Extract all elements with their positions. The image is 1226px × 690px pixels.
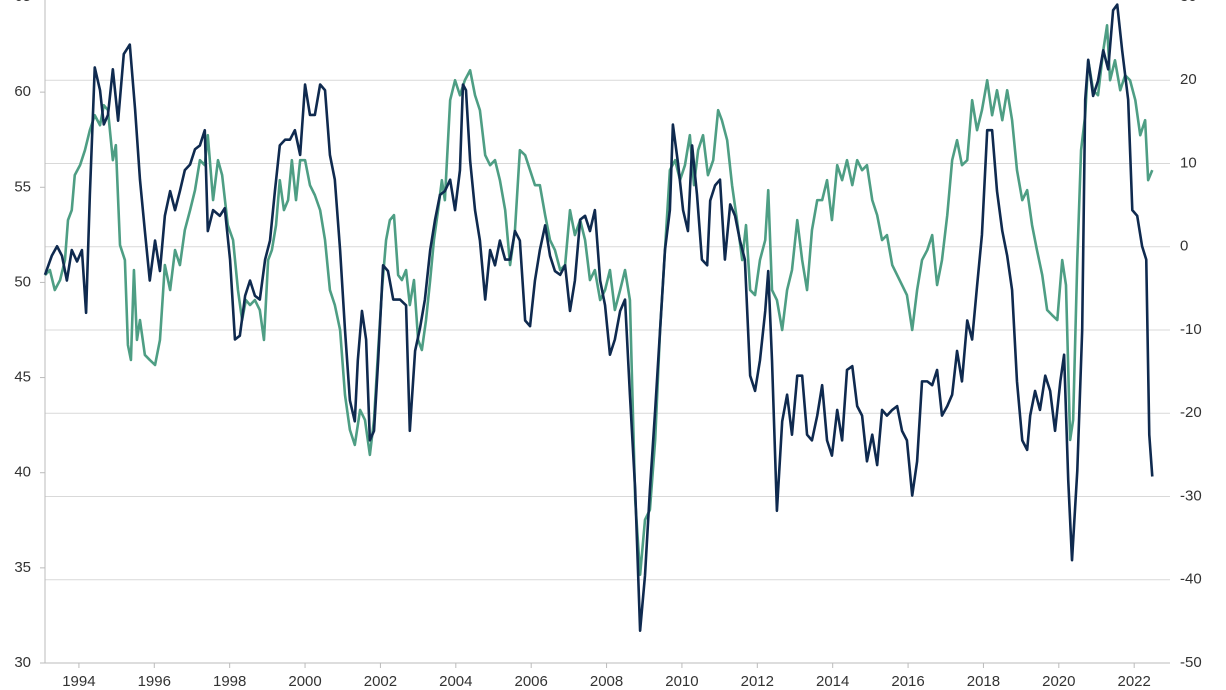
x-tick-label: 2014 — [816, 673, 849, 690]
x-tick-label: 2022 — [1118, 673, 1151, 690]
y2-tick-label: 20 — [1180, 71, 1197, 88]
line-series — [43, 3, 1154, 632]
y2-tick-label: -20 — [1180, 404, 1202, 421]
y2-tick-label: 30 — [1180, 0, 1197, 5]
y2-tick-label: -40 — [1180, 571, 1202, 588]
x-tick-label: 2020 — [1042, 673, 1075, 690]
y2-tick-label: 10 — [1180, 154, 1197, 171]
y-tick-label: 40 — [14, 464, 31, 481]
y-tick-label: 65 — [14, 0, 31, 5]
x-tick-label: 2016 — [891, 673, 924, 690]
x-tick-label: 2012 — [741, 673, 774, 690]
x-tick-label: 2006 — [514, 673, 547, 690]
y2-tick-label: 0 — [1180, 238, 1188, 255]
x-tick-label: 2018 — [967, 673, 1000, 690]
y2-tick-label: -30 — [1180, 487, 1202, 504]
x-tick-label: 1996 — [138, 673, 171, 690]
x-tick-label: 2010 — [665, 673, 698, 690]
x-tick-label: 2008 — [590, 673, 623, 690]
y-tick-label: 55 — [14, 178, 31, 195]
line-series — [44, 24, 1154, 577]
y-tick-label: 30 — [14, 654, 31, 671]
x-tick-label: 2002 — [364, 673, 397, 690]
y-tick-label: 45 — [14, 369, 31, 386]
y-tick-label: 35 — [14, 559, 31, 576]
x-tick-label: 2000 — [288, 673, 321, 690]
x-tick-label: 2004 — [439, 673, 472, 690]
x-tick-label: 1994 — [62, 673, 95, 690]
y-tick-label: 50 — [14, 273, 31, 290]
y-tick-label: 60 — [14, 83, 31, 100]
y2-tick-label: -50 — [1180, 654, 1202, 671]
y2-tick-label: -10 — [1180, 321, 1202, 338]
x-tick-label: 1998 — [213, 673, 246, 690]
